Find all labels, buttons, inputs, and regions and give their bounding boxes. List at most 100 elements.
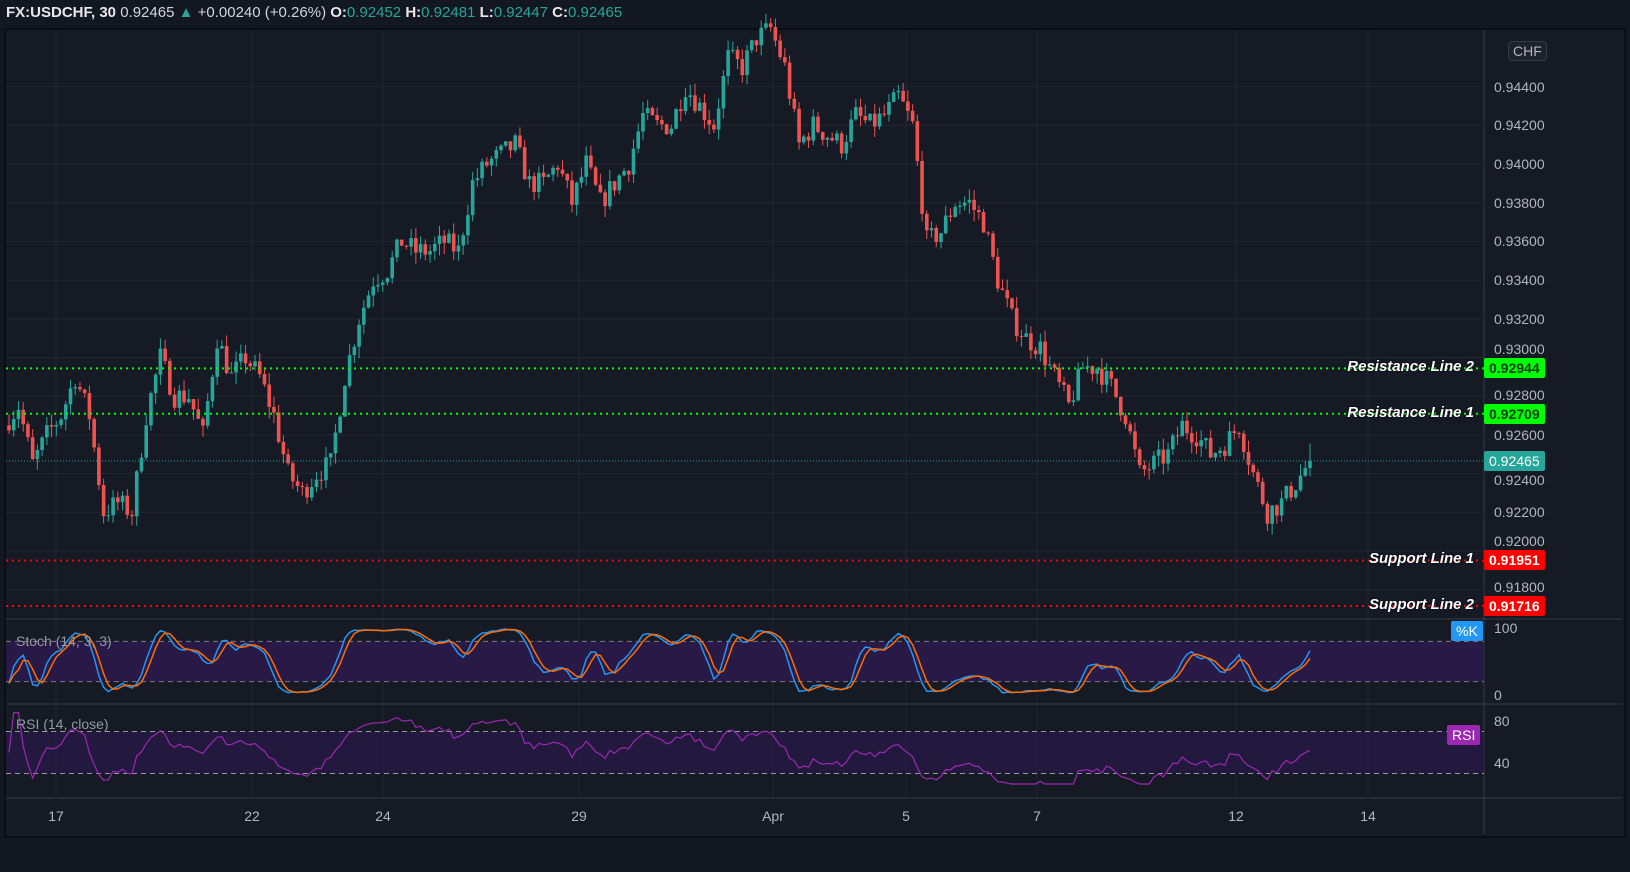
- candle-up: [645, 108, 650, 113]
- candle-down: [1237, 433, 1241, 435]
- chart-area[interactable]: [4, 28, 1626, 838]
- candle-down: [787, 62, 792, 99]
- candle-up: [1166, 449, 1170, 464]
- price-tick: 0.94200: [1494, 117, 1545, 134]
- price-tick: 0.94400: [1494, 78, 1545, 95]
- candle-down: [1189, 433, 1194, 443]
- candle-down: [1090, 366, 1095, 374]
- candle-up: [1095, 368, 1099, 374]
- time-tick: 5: [902, 808, 910, 824]
- candle-down: [423, 244, 428, 255]
- symbol-legend: FX:USDCHF, 30 0.92465 ▲ +0.00240 (+0.26%…: [6, 4, 622, 21]
- rsi-line: [8, 712, 1311, 785]
- time-tick: Apr: [762, 808, 784, 824]
- candle-down: [101, 485, 106, 517]
- candle-up: [111, 497, 115, 516]
- candle-down: [910, 110, 915, 122]
- candle-down: [116, 497, 120, 503]
- candle-up: [1152, 455, 1156, 470]
- candle-down: [262, 374, 267, 385]
- candle-up: [54, 424, 59, 427]
- candle-up: [1303, 468, 1308, 476]
- candle-down: [1109, 371, 1114, 379]
- candle-up: [764, 23, 768, 28]
- candle-up: [683, 97, 688, 112]
- time-tick: 24: [375, 808, 391, 824]
- candle-down: [1137, 449, 1142, 466]
- resistance-line-label: Resistance Line 2: [1347, 358, 1474, 376]
- candle-down: [1043, 341, 1047, 366]
- candle-down: [26, 424, 30, 438]
- candle-up: [45, 425, 49, 438]
- candle-down: [1029, 333, 1033, 351]
- candle-down: [191, 399, 196, 410]
- candle-down: [272, 407, 276, 413]
- stoch-k-tag: %K: [1451, 621, 1483, 641]
- time-tick: 7: [1033, 808, 1041, 824]
- time-tick: 22: [244, 808, 260, 824]
- candle-down: [276, 412, 281, 442]
- candle-down: [1114, 378, 1118, 397]
- candle-up: [1284, 485, 1289, 499]
- candle-down: [806, 136, 811, 141]
- candle-up: [962, 202, 967, 206]
- candle-up: [324, 457, 328, 481]
- candle-up: [551, 167, 555, 175]
- candle-up: [1298, 475, 1303, 491]
- candle-down: [598, 184, 603, 193]
- symbol: FX:USDCHF, 30: [6, 4, 117, 21]
- candle-down: [451, 233, 456, 252]
- candle-down: [1232, 431, 1237, 434]
- candle-down: [404, 245, 409, 247]
- high-value: 0.92481: [421, 4, 476, 21]
- candle-down: [702, 102, 707, 120]
- candle-up: [579, 176, 584, 183]
- candle-up: [1199, 440, 1203, 447]
- candle-down: [934, 227, 939, 242]
- candle-up: [1213, 453, 1218, 458]
- candle-down: [995, 256, 1000, 289]
- candle-up: [574, 182, 579, 205]
- candle-down: [442, 235, 447, 243]
- candle-up: [177, 390, 182, 408]
- price-tick: 0.92600: [1494, 426, 1545, 443]
- candle-down: [972, 199, 976, 211]
- candle-up: [1204, 438, 1208, 441]
- candle-down: [7, 425, 11, 431]
- candle-down: [319, 479, 324, 481]
- candle-down: [1175, 435, 1180, 437]
- candle-up: [456, 245, 461, 252]
- candle-down: [792, 98, 797, 109]
- candle-up: [362, 307, 366, 325]
- candle-down: [712, 124, 716, 130]
- candle-down: [399, 239, 404, 246]
- candle-up: [721, 76, 726, 109]
- candle-up: [253, 361, 257, 367]
- price-change: +0.00240 (+0.26%): [197, 4, 327, 21]
- price-tick: 0.93800: [1494, 194, 1545, 211]
- candle-up: [338, 416, 342, 433]
- candle-down: [740, 59, 745, 76]
- candle-down: [560, 169, 565, 174]
- candle-down: [660, 120, 664, 125]
- candle-up: [1048, 364, 1052, 366]
- candle-up: [437, 235, 442, 245]
- candle-down: [986, 232, 991, 234]
- candle-down: [901, 90, 905, 102]
- candle-up: [835, 133, 839, 141]
- candle-down: [1161, 449, 1166, 464]
- candle-down: [1241, 433, 1246, 452]
- candle-down: [541, 172, 546, 177]
- candle-up: [617, 175, 622, 191]
- candle-up: [1085, 366, 1090, 368]
- candle-down: [291, 463, 295, 482]
- candle-down: [1062, 381, 1066, 385]
- candle-down: [991, 233, 995, 257]
- candle-down: [603, 192, 607, 207]
- price-tick: 0.93600: [1494, 233, 1545, 250]
- candle-up: [343, 385, 347, 417]
- candle-up: [1024, 333, 1028, 337]
- currency-button[interactable]: CHF: [1508, 41, 1547, 61]
- candle-up: [584, 155, 588, 177]
